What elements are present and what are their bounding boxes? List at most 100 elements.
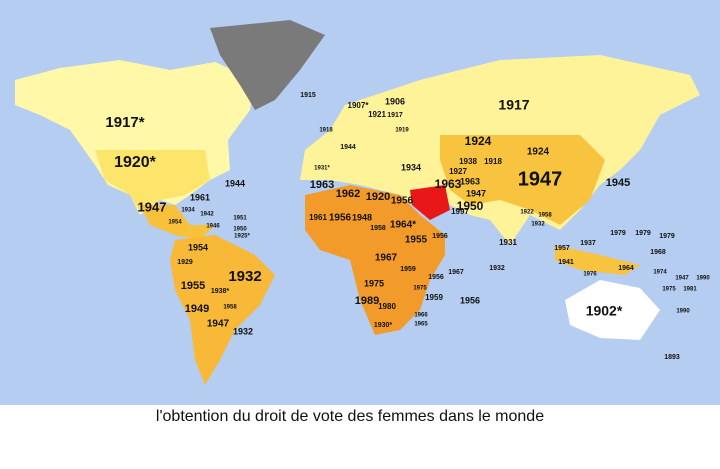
year-label: 1959 (425, 293, 443, 302)
year-label: 1956 (432, 233, 448, 240)
greenland (210, 20, 325, 110)
year-label: 1956 (391, 196, 414, 207)
year-label: 1945 (606, 177, 630, 189)
australia (565, 280, 660, 340)
year-labels: 1917*1920*196119441947195419341942195119… (105, 92, 710, 361)
china-central-asia (440, 135, 605, 225)
year-label: 1948 (352, 212, 372, 222)
year-label: 1967 (375, 253, 398, 264)
year-label: 1980 (378, 302, 396, 311)
year-label: 1963 (435, 177, 462, 191)
year-label: 1958 (370, 225, 386, 232)
africa (305, 185, 445, 335)
year-label: 1975 (413, 286, 427, 292)
usa (95, 150, 210, 212)
year-label: 1961 (190, 192, 210, 202)
year-label: 1949 (185, 303, 209, 315)
year-label: 1947 (138, 199, 167, 214)
year-label: 1918 (319, 128, 333, 134)
year-label: 1990 (696, 276, 710, 282)
year-label: 1924 (527, 147, 550, 158)
year-label: 1965 (414, 322, 428, 328)
year-label: 1958 (223, 305, 237, 311)
year-label: 1997 (451, 207, 469, 216)
year-label: 1950 (457, 199, 484, 213)
year-label: 1954 (168, 220, 182, 226)
year-label: 1989 (355, 295, 379, 307)
indonesia (555, 245, 640, 275)
year-label: 1979 (659, 233, 675, 240)
year-label: 1974 (653, 270, 667, 276)
year-label: 1975 (662, 287, 676, 293)
year-label: 1956 (329, 213, 352, 224)
year-label: 1942 (200, 212, 214, 218)
central-america (140, 205, 215, 240)
year-label: 1932 (489, 265, 505, 272)
year-label: 1934 (181, 208, 195, 214)
year-label: 1964 (618, 265, 634, 272)
year-label: 1921 (368, 110, 386, 119)
year-label: 1920 (366, 191, 390, 203)
year-label: 1954 (188, 242, 208, 252)
year-label: 1967 (448, 269, 464, 276)
year-label: 1981 (683, 287, 697, 293)
caption: l'obtention du droit de vote des femmes … (155, 408, 545, 425)
year-label: 1990 (676, 309, 690, 315)
year-label: 1947 (466, 188, 486, 198)
year-label: 1963 (310, 179, 334, 191)
year-label: 1917 (498, 97, 529, 113)
year-label: 1938 (459, 157, 477, 166)
year-label: 1964* (390, 220, 416, 231)
year-label: 1958 (538, 213, 552, 219)
year-label: 1951 (233, 216, 247, 222)
year-label: 1922 (520, 210, 534, 216)
world-map: 1917*1920*196119441947195419341942195119… (0, 0, 720, 405)
year-label: 1918 (484, 157, 502, 166)
year-label: 1938* (211, 288, 230, 295)
year-label: 1915 (300, 92, 316, 99)
year-label: 1927 (449, 167, 467, 176)
year-label: 1979 (610, 230, 626, 237)
year-label: 1919 (395, 128, 409, 134)
year-label: 1957 (554, 245, 570, 252)
year-label: 1906 (385, 96, 405, 106)
year-label: 1955 (181, 280, 205, 292)
year-label: 1962 (336, 188, 360, 200)
year-label: 1917* (105, 114, 144, 131)
year-label: 1963 (460, 176, 480, 186)
year-label: 1907* (348, 101, 370, 110)
year-label: 1917 (387, 112, 403, 119)
year-label: 1941 (558, 259, 574, 266)
year-label: 1925* (234, 234, 250, 240)
year-label: 1920* (114, 154, 157, 171)
year-label: 1947 (207, 319, 230, 330)
year-label: 1955 (405, 235, 428, 246)
year-label: 1924 (465, 134, 492, 148)
saudi-arabia (410, 185, 450, 220)
year-label: 1931 (499, 238, 517, 247)
year-label: 1976 (583, 272, 597, 278)
year-label: 1961 (309, 213, 327, 222)
year-label: 1930* (374, 322, 393, 329)
year-label: 1956 (428, 274, 444, 281)
year-label: 1966 (414, 313, 428, 319)
year-label: 1902* (586, 303, 623, 319)
year-label: 1979 (635, 230, 651, 237)
year-label: 1950 (233, 227, 247, 233)
year-label: 1931* (314, 166, 330, 172)
year-label: 1944 (225, 178, 245, 188)
year-label: 1946 (206, 224, 220, 230)
year-label: 1956 (460, 295, 480, 305)
year-label: 1932 (228, 268, 261, 285)
year-label: 1934 (401, 162, 421, 172)
year-label: 1975 (364, 278, 384, 288)
year-label: 1893 (664, 354, 680, 361)
year-label: 1947 (518, 168, 563, 190)
year-label: 1932 (233, 326, 253, 336)
year-label: 1944 (340, 144, 356, 151)
year-label: 1929 (177, 259, 193, 266)
year-label: 1968 (650, 249, 666, 256)
year-label: 1932 (531, 222, 545, 228)
year-label: 1937 (580, 240, 596, 247)
